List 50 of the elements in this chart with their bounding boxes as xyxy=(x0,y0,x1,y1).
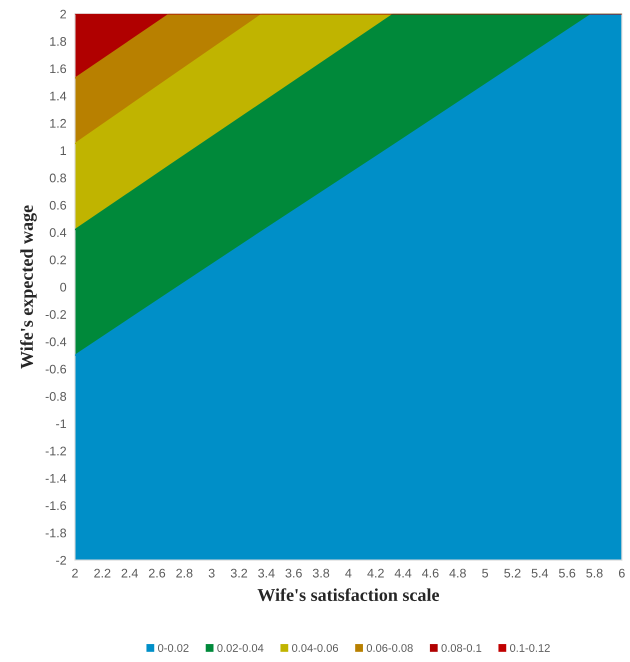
x-tick-label: 4 xyxy=(345,568,352,578)
x-tick-label: 4.4 xyxy=(394,568,412,578)
x-tick-label: 5.6 xyxy=(558,568,576,578)
x-tick-label: 3.6 xyxy=(285,568,302,578)
legend-label: 0.06-0.08 xyxy=(366,644,413,652)
x-axis-title: Wife's satisfaction scale xyxy=(258,588,440,602)
y-tick-label: 0.4 xyxy=(50,228,66,238)
x-tick-label: 3.4 xyxy=(258,568,275,578)
y-tick-label: 0.8 xyxy=(50,174,66,182)
y-tick-label: 0.6 xyxy=(50,200,66,210)
y-tick-label: -2 xyxy=(56,556,66,565)
y-tick-label: 0.2 xyxy=(50,255,66,264)
x-tick-label: 5.2 xyxy=(504,568,521,578)
y-tick-label: -1.8 xyxy=(46,528,66,538)
y-tick-label: 1 xyxy=(60,146,66,155)
x-tick-label: 5.8 xyxy=(586,568,603,578)
x-tick-label: 2.2 xyxy=(94,568,110,578)
y-axis-title: Wife's expected wage xyxy=(20,205,37,369)
legend-label: 0.02-0.04 xyxy=(217,644,264,652)
legend-label: 0-0.02 xyxy=(158,644,189,652)
y-tick-label: -1.6 xyxy=(46,501,66,510)
x-tick-label: 6 xyxy=(618,568,625,578)
y-tick-label: -1.4 xyxy=(46,474,66,483)
x-tick-label: 4.8 xyxy=(449,568,466,578)
x-tick-label: 3.8 xyxy=(312,568,330,578)
x-tick-label: 4.6 xyxy=(422,568,439,578)
legend-label: 0.1-0.12 xyxy=(510,644,550,652)
y-tick-label: 2 xyxy=(60,10,66,18)
y-tick-label: 1.8 xyxy=(50,37,66,46)
x-tick-label: 3.2 xyxy=(230,568,248,578)
y-tick-label: -0.8 xyxy=(46,392,66,401)
y-tick-label: 1.4 xyxy=(50,92,66,100)
x-tick-label: 2.6 xyxy=(148,568,166,578)
x-tick-label: 2.8 xyxy=(176,568,192,578)
y-tick-label: -1 xyxy=(56,419,66,428)
y-tick-label: -1.2 xyxy=(46,446,66,456)
legend-label: 0.08-0.1 xyxy=(441,644,482,652)
y-tick-label: -0.6 xyxy=(46,364,66,374)
y-tick-label: 1.2 xyxy=(50,118,66,128)
y-tick-label: -0.4 xyxy=(46,337,66,346)
x-tick-label: 5.4 xyxy=(532,568,548,578)
x-tick-label: 2 xyxy=(72,568,78,578)
x-tick-label: 2.4 xyxy=(122,568,138,578)
x-tick-label: 5 xyxy=(482,568,488,578)
legend-label: 0.04-0.06 xyxy=(292,644,338,652)
y-tick-label: 0 xyxy=(60,282,66,292)
y-tick-label: 1.6 xyxy=(50,64,66,74)
y-tick-label: -0.2 xyxy=(46,310,66,319)
x-tick-label: 4.2 xyxy=(367,568,384,578)
x-tick-label: 3 xyxy=(208,568,215,578)
